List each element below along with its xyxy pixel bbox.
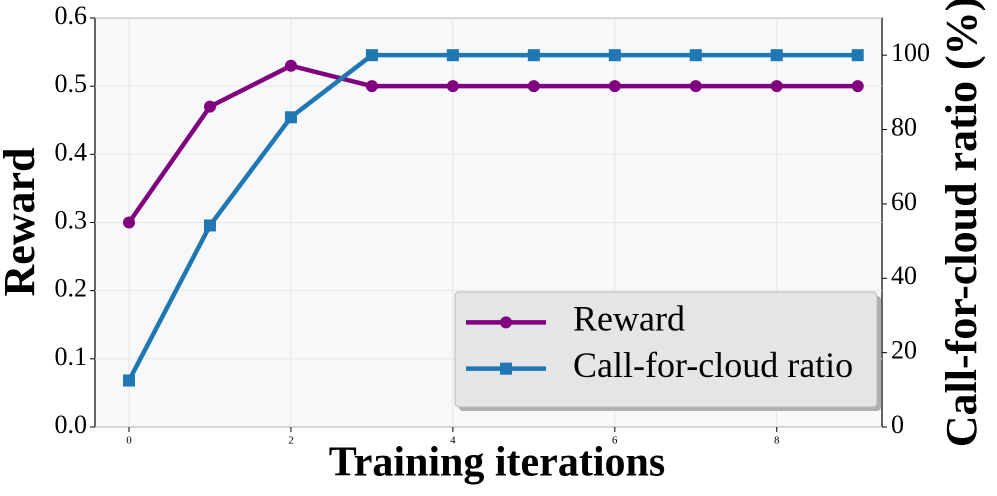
data-point <box>527 49 540 62</box>
y-tick-label: 0.1 <box>55 342 88 371</box>
data-point <box>284 59 297 72</box>
y2-tick-label: 60 <box>891 187 917 216</box>
y-tick-label: 0.5 <box>55 69 88 98</box>
data-point <box>123 374 136 387</box>
y-axis-label: Reward <box>0 147 44 296</box>
data-point <box>851 49 864 62</box>
legend-box <box>454 291 878 408</box>
data-point <box>203 219 216 232</box>
data-point <box>446 80 459 93</box>
y2-tick-label: 80 <box>891 113 917 142</box>
data-point <box>689 49 702 62</box>
data-point <box>123 216 136 229</box>
series-line <box>127 52 858 382</box>
y-tick-label: 0.6 <box>55 1 88 30</box>
y2-axis-label: Call-for-cloud ratio (%) <box>937 0 986 447</box>
data-point <box>527 80 540 93</box>
legend: Reward Call-for-cloud ratio <box>454 291 881 411</box>
data-point <box>689 80 702 93</box>
y-tick-label: 0.2 <box>55 274 88 303</box>
data-point <box>608 49 621 62</box>
x-axis-label: Training iterations <box>329 440 665 486</box>
data-point <box>770 49 783 62</box>
series-line <box>127 63 858 224</box>
x-tick-label: 2 <box>288 435 294 447</box>
data-point <box>770 80 783 93</box>
x-tick-label: 6 <box>612 435 618 447</box>
x-tick-label: 4 <box>450 435 456 447</box>
data-point <box>365 49 378 62</box>
data-point <box>446 49 459 62</box>
data-point <box>203 100 216 113</box>
data-point <box>851 80 864 93</box>
legend-label: Call-for-cloud ratio <box>573 345 853 385</box>
y-tick-label: 0.3 <box>55 205 88 234</box>
legend-label: Reward <box>573 299 685 339</box>
legend-marker <box>500 316 512 329</box>
x-tick-label: 8 <box>774 435 780 447</box>
y2-tick-label: 20 <box>891 336 917 365</box>
x-tick-label: 0 <box>126 435 132 447</box>
y2-tick-label: 40 <box>891 261 917 290</box>
y2-tick-label: 0 <box>891 410 904 439</box>
y-tick-label: 0.0 <box>55 410 88 439</box>
legend-marker <box>500 362 512 375</box>
data-point <box>284 111 297 124</box>
y-tick-label: 0.4 <box>55 137 88 166</box>
data-point <box>365 80 378 93</box>
data-point <box>608 80 621 93</box>
y2-tick-label: 100 <box>891 38 930 67</box>
